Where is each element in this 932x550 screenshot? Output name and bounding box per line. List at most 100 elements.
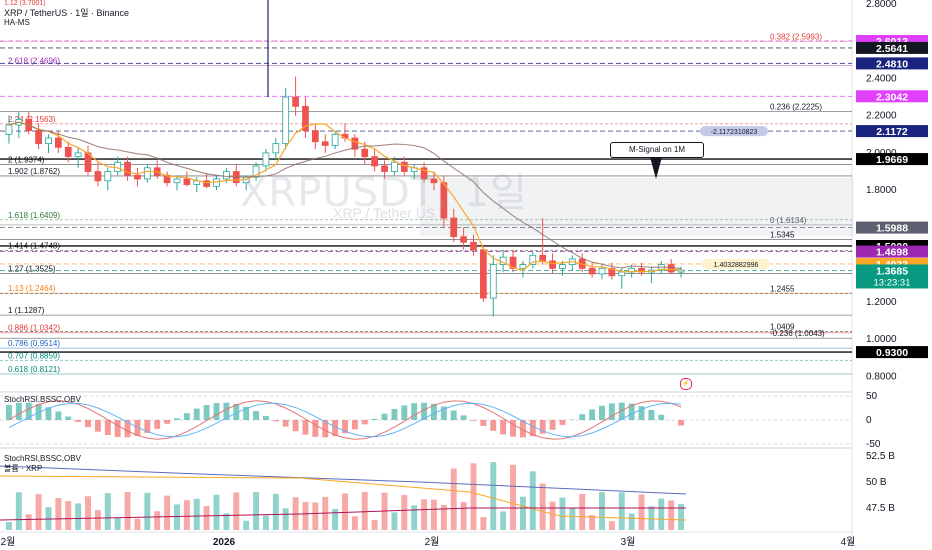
indicator-histogram-bar: [282, 420, 289, 427]
indicator-histogram-bar: [302, 420, 309, 435]
candle-body: [470, 241, 477, 251]
volume-bar: [154, 511, 161, 530]
volume-bar: [213, 494, 220, 530]
indicator-histogram-bar: [658, 414, 665, 420]
volume-bar: [5, 522, 12, 530]
indicator-label[interactable]: HA-MS: [4, 18, 30, 27]
fib-level-label: 1.618 (1.6409): [8, 211, 60, 220]
candle-body: [143, 167, 151, 180]
price-badge-value: 2.4810: [876, 58, 908, 70]
price-tag-bg: [702, 258, 770, 269]
volume-bar: [559, 497, 566, 530]
indicator-histogram-bar: [618, 402, 625, 420]
indicator-histogram-bar: [94, 420, 101, 432]
fib-level-label: 0 (1.6134): [770, 216, 807, 225]
indicator-histogram-bar: [678, 420, 685, 426]
indicator-histogram-bar: [233, 403, 240, 420]
indicator-histogram-bar: [164, 420, 171, 424]
indicator-histogram-bar: [450, 410, 457, 420]
volume-bar: [569, 507, 576, 530]
volume-pane-title[interactable]: StochRSI,BSSC,OBV: [4, 454, 81, 463]
volume-bar: [618, 492, 625, 530]
volume-bar: [460, 502, 467, 530]
candle-body: [74, 152, 82, 158]
candle-body: [104, 171, 112, 182]
candle-body: [213, 178, 220, 187]
obv-signal-line: [0, 507, 686, 521]
price-tag-bg: [700, 126, 768, 137]
volume-bar: [75, 503, 82, 530]
candle-body: [272, 143, 280, 154]
candle-body: [618, 271, 626, 277]
indicator-histogram-bar: [203, 405, 210, 420]
indicator-histogram-bar: [174, 418, 180, 420]
candle-body: [203, 180, 210, 187]
chart-title[interactable]: XRP / TetherUS · 1일 · Binance: [4, 8, 130, 18]
volume-bar: [668, 500, 675, 530]
volume-bar: [174, 504, 180, 530]
indicator-histogram-bar: [638, 406, 645, 420]
fib-level-label: 1.2455: [770, 284, 795, 293]
candle-body: [381, 165, 388, 172]
volume-bar: [608, 521, 615, 530]
price-badge-value: 1.4698: [876, 247, 908, 259]
candle-body: [134, 174, 141, 180]
price-badge: [856, 346, 928, 359]
price-badge-value: 2.1172: [876, 126, 908, 138]
indicator-histogram-bar: [292, 420, 299, 432]
volume-bar: [589, 515, 596, 530]
candle-body: [460, 236, 467, 243]
volume-tick-label: 47.5 B: [866, 503, 895, 514]
indicator-histogram-bar: [272, 420, 279, 422]
price-badge: [856, 245, 928, 258]
candle-body: [94, 171, 102, 182]
candle-body: [262, 152, 270, 167]
price-badge: [856, 264, 928, 289]
volume-bar: [510, 464, 516, 530]
stochrsi-k-line: [8, 400, 682, 440]
candle-body: [529, 254, 537, 265]
candle-body: [302, 105, 309, 131]
volume-bar: [114, 517, 121, 530]
fib-level-label: 0.786 (0.9514): [8, 339, 60, 348]
volume-bar: [55, 498, 62, 530]
y-axis-tick-label: 1.0000: [866, 334, 897, 345]
candle-body: [45, 137, 52, 145]
fib-level-label: 2.618 (2.4696): [8, 57, 60, 66]
volume-bar: [549, 501, 556, 530]
volume-bar: [430, 499, 437, 530]
indicator-histogram-bar: [529, 420, 536, 437]
indicator-histogram-bar: [85, 420, 91, 428]
candle-body: [509, 256, 517, 269]
indicator-tick-label: 0: [866, 415, 872, 426]
indicator-histogram-bar: [351, 420, 358, 430]
fib-level-label: 1.5345: [770, 231, 795, 240]
price-badge: [856, 221, 928, 234]
fib-level-label: 1.27 (1.3525): [8, 264, 56, 273]
volume-bar: [361, 492, 368, 530]
volume-bar: [351, 516, 358, 530]
volume-bar: [65, 501, 72, 530]
alert-icon[interactable]: ⚡: [680, 378, 692, 390]
volume-bar: [658, 498, 665, 530]
indicator-histogram-bar: [262, 415, 269, 420]
candle-body: [371, 156, 379, 167]
candle-body: [420, 167, 428, 180]
price-tag-text: 1.4032882996: [714, 262, 759, 269]
volume-bar: [223, 513, 230, 530]
x-axis-tick-label: 2월: [1, 536, 16, 548]
top-fib-label: 1.12 (3.7001): [4, 0, 46, 7]
indicator-histogram-bar: [183, 413, 190, 420]
fib-level-label: 1 (1.1287): [8, 306, 45, 315]
volume-bar: [183, 500, 190, 530]
candle-body: [292, 96, 299, 107]
fib-level-label: 0.236 (2.2225): [770, 102, 822, 111]
fib-level-label: 0.618 (0.8121): [8, 365, 60, 374]
price-badge-value: 2.3042: [876, 91, 908, 103]
indicator-pane-title[interactable]: StochRSI,BSSC,OBV: [4, 395, 81, 404]
indicator-tick-label: -50: [866, 439, 881, 450]
candle-body: [163, 174, 171, 184]
candle-body: [223, 171, 230, 180]
